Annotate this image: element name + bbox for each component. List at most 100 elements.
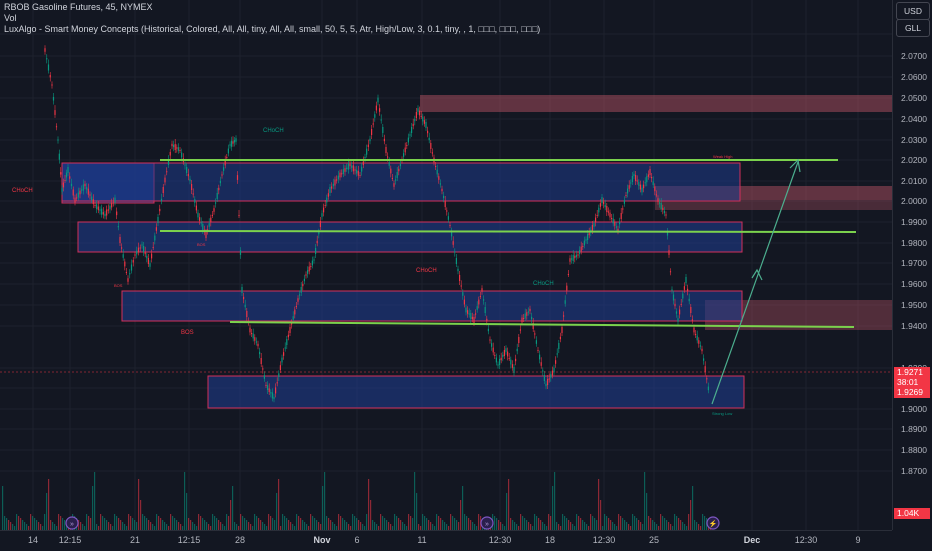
symbol-title[interactable]: RBOB Gasoline Futures, 45, NYMEX	[4, 2, 153, 12]
volume-bar	[224, 526, 226, 530]
candle-body	[491, 343, 493, 347]
candle-body	[663, 210, 665, 214]
order-block-zone	[207, 375, 745, 409]
volume-bar	[164, 522, 166, 530]
candle-body	[675, 311, 678, 314]
candle-body	[526, 312, 528, 316]
volume-bar	[10, 522, 12, 530]
chart-area[interactable]: CHoCH CHoCH CHoCH CHoCH BOS BOS BOS Weak…	[0, 0, 892, 530]
candle-body	[44, 48, 46, 52]
volume-bar	[556, 522, 558, 530]
candle-body	[329, 187, 331, 193]
volume-bar	[290, 522, 292, 530]
candle-body	[693, 327, 695, 333]
volume-bar	[94, 472, 96, 530]
candle-body	[92, 199, 94, 205]
candle-body	[588, 232, 590, 236]
candle-body	[213, 208, 215, 212]
candle-body	[500, 357, 502, 361]
candle-body	[465, 307, 467, 313]
event-icon[interactable]: »	[480, 516, 494, 530]
price-axis[interactable]: 2.08002.07002.06002.05002.04002.03002.02…	[892, 0, 932, 530]
candle-body	[76, 197, 78, 199]
volume-bar	[232, 486, 234, 530]
volume-bar	[194, 524, 196, 530]
price-tick: 2.0300	[901, 135, 927, 145]
volume-bar	[686, 526, 688, 530]
unit-button[interactable]: GLL	[896, 19, 930, 37]
volume-bar	[344, 520, 346, 530]
candle-body	[114, 197, 116, 203]
flash-icon[interactable]: ⚡	[706, 516, 720, 530]
volume-bar	[226, 514, 228, 530]
candle-body	[547, 379, 549, 385]
candle-body	[683, 286, 685, 290]
volume-bar	[590, 514, 592, 530]
volume-bar	[554, 472, 556, 530]
candle-body	[324, 205, 326, 206]
candle-body	[227, 148, 229, 154]
candle-body	[414, 118, 416, 122]
candle-body	[311, 260, 313, 266]
candle-body	[347, 163, 349, 170]
candle-body	[151, 253, 153, 259]
volume-bar	[112, 526, 114, 530]
candle-body	[210, 217, 212, 223]
candle-body	[262, 368, 264, 370]
candle-body	[438, 176, 440, 180]
volume-bar	[496, 518, 498, 530]
candle-body	[52, 96, 55, 101]
candle-body	[173, 144, 175, 148]
candle-body	[385, 147, 387, 153]
time-axis[interactable]: 14 12:15 21 12:15 28 Nov 6 11 12:30 18 12:30 25 Dec 1…	[0, 530, 892, 551]
candle-body	[515, 358, 517, 362]
volume-bar	[338, 514, 340, 530]
candle-body	[612, 218, 614, 224]
candle-body	[60, 172, 62, 175]
candle-body	[72, 189, 74, 196]
candle-body	[571, 258, 573, 260]
candle-body	[460, 285, 462, 287]
candle-body	[479, 296, 481, 297]
time-tick: 9	[855, 535, 861, 545]
candle-body	[359, 175, 361, 176]
event-icon[interactable]: »	[65, 516, 79, 530]
candle-body	[255, 341, 257, 343]
volume-indicator-label[interactable]: Vol	[4, 13, 17, 23]
candle-body	[411, 127, 413, 133]
candle-body	[187, 173, 189, 177]
volume-bar	[694, 520, 696, 530]
price-tick: 2.0100	[901, 176, 927, 186]
candle-body	[607, 211, 609, 213]
volume-bar	[42, 526, 44, 530]
candle-body	[419, 110, 421, 116]
volume-bar	[6, 518, 8, 530]
volume-bar	[44, 514, 46, 530]
bid-price-tag: 1.9269	[894, 387, 930, 398]
volume-bar	[524, 518, 526, 530]
volume-bar	[704, 516, 706, 530]
candle-body	[116, 211, 118, 216]
volume-bar	[176, 520, 178, 530]
candle-body	[593, 223, 595, 227]
supply-zone	[655, 200, 892, 210]
time-tick: 12:15	[58, 535, 82, 545]
bar-countdown: 38:01	[894, 377, 930, 387]
volume-bar	[188, 518, 190, 530]
time-tick: 11	[417, 535, 427, 545]
candle-body	[106, 209, 108, 216]
volume-bar	[446, 524, 448, 530]
candle-body	[555, 360, 557, 364]
candle-body	[519, 329, 521, 331]
candle-body	[585, 239, 587, 241]
smc-indicator-label[interactable]: LuxAlgo - Smart Money Concepts (Historic…	[4, 24, 541, 34]
currency-button[interactable]: USD	[896, 2, 930, 20]
volume-bar	[462, 486, 464, 530]
candle-body	[542, 370, 544, 372]
candle-body	[688, 298, 690, 302]
candle-body	[494, 355, 496, 356]
price-chart[interactable]: CHoCH CHoCH CHoCH CHoCH BOS BOS BOS Weak…	[0, 0, 892, 530]
volume-bar	[300, 518, 302, 530]
candle-body	[216, 193, 218, 199]
volume-bar	[396, 516, 398, 530]
